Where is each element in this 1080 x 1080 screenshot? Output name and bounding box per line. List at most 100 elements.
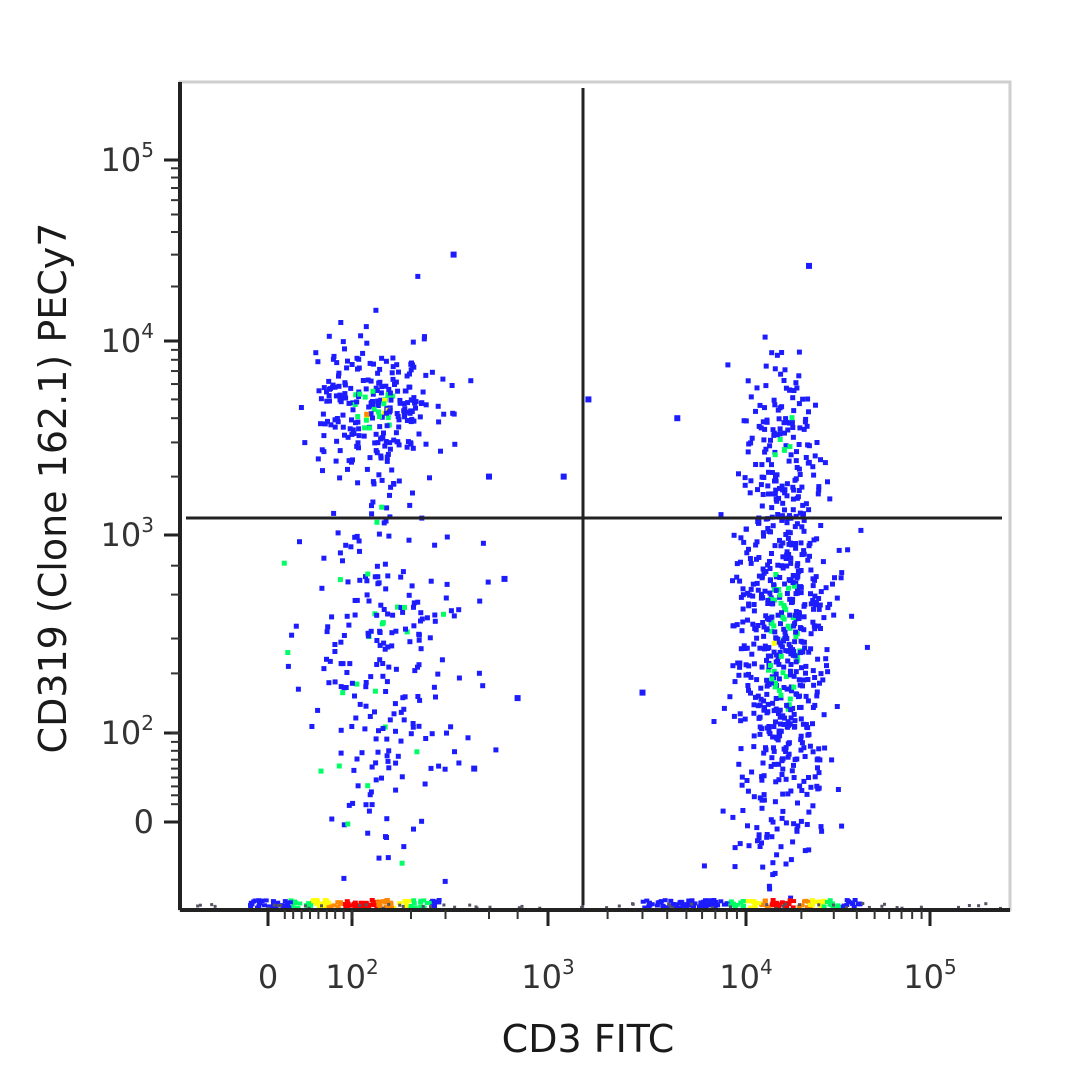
event-dot bbox=[788, 857, 794, 863]
event-dot bbox=[365, 783, 371, 789]
event-dot bbox=[777, 426, 783, 432]
event-dot bbox=[814, 693, 820, 699]
event-dot bbox=[797, 625, 803, 631]
event-dot bbox=[415, 694, 421, 699]
event-dot bbox=[401, 412, 407, 418]
event-dot bbox=[364, 411, 370, 417]
event-dot bbox=[340, 690, 346, 696]
event-dot bbox=[376, 472, 382, 478]
offscale-event bbox=[291, 901, 297, 906]
event-dot bbox=[807, 540, 813, 546]
event-dot bbox=[324, 656, 329, 662]
event-dot bbox=[746, 546, 751, 552]
event-dot bbox=[759, 664, 765, 670]
event-dot bbox=[792, 639, 798, 645]
event-dot bbox=[793, 380, 799, 386]
offscale-event bbox=[646, 904, 652, 909]
event-dot bbox=[812, 593, 818, 599]
offscale-event bbox=[817, 899, 823, 904]
event-dot bbox=[369, 802, 375, 808]
event-dot bbox=[452, 441, 458, 447]
event-dot bbox=[390, 393, 396, 399]
event-dot bbox=[333, 393, 339, 399]
y-axis-ticks: 0 102 103 104 105 bbox=[101, 138, 180, 841]
event-dot bbox=[776, 661, 782, 667]
event-dot bbox=[787, 444, 793, 450]
event-dot bbox=[701, 863, 707, 869]
event-dot bbox=[849, 613, 855, 619]
event-dot bbox=[352, 402, 358, 407]
event-dot bbox=[396, 369, 401, 375]
offscale-event bbox=[418, 904, 424, 909]
event-dot bbox=[805, 698, 811, 704]
event-dot bbox=[427, 475, 432, 481]
event-dot bbox=[810, 721, 815, 727]
event-dot bbox=[794, 575, 800, 581]
event-dot bbox=[780, 554, 786, 560]
event-dot bbox=[749, 651, 755, 657]
event-dot bbox=[783, 633, 789, 639]
offscale-event bbox=[354, 903, 360, 908]
offscale-event bbox=[429, 905, 432, 909]
event-dot bbox=[442, 878, 448, 884]
offscale-event bbox=[678, 905, 684, 910]
event-dot bbox=[373, 760, 379, 766]
event-dot bbox=[808, 631, 814, 637]
event-dot bbox=[804, 822, 810, 827]
event-dot bbox=[336, 383, 342, 389]
event-dot bbox=[343, 542, 349, 548]
event-dot bbox=[823, 656, 829, 662]
event-dot bbox=[740, 586, 746, 592]
offscale-event bbox=[665, 905, 671, 910]
event-dot bbox=[756, 520, 761, 526]
event-dot bbox=[781, 447, 787, 453]
event-dot bbox=[786, 751, 792, 757]
event-dot bbox=[417, 414, 423, 420]
offscale-event bbox=[712, 905, 718, 910]
event-dot bbox=[374, 612, 380, 618]
event-dot bbox=[769, 491, 775, 497]
event-dot bbox=[777, 431, 783, 437]
event-dot bbox=[354, 533, 360, 539]
event-dot bbox=[785, 658, 791, 664]
event-dot bbox=[821, 712, 827, 718]
event-dot bbox=[762, 426, 768, 432]
event-dot bbox=[816, 487, 822, 493]
offscale-event bbox=[731, 901, 736, 906]
offscale-event bbox=[367, 902, 373, 907]
event-dot bbox=[794, 827, 800, 833]
event-dot bbox=[357, 391, 363, 397]
event-dot bbox=[413, 405, 418, 411]
event-dot bbox=[377, 642, 383, 648]
event-dot bbox=[444, 730, 449, 736]
event-dot bbox=[822, 460, 828, 466]
event-dot bbox=[766, 469, 771, 475]
event-dot bbox=[763, 613, 769, 619]
event-dot bbox=[827, 601, 833, 607]
event-dot bbox=[396, 442, 402, 448]
offscale-event bbox=[762, 898, 768, 903]
event-dot bbox=[480, 540, 486, 546]
event-dot bbox=[432, 542, 438, 548]
event-dot bbox=[738, 718, 744, 724]
offscale-event bbox=[282, 899, 288, 904]
event-dot bbox=[325, 624, 331, 630]
event-dot bbox=[442, 766, 448, 772]
offscale-event bbox=[738, 900, 744, 905]
y-tick-label: 102 bbox=[101, 711, 154, 752]
offscale-event bbox=[421, 898, 427, 903]
event-dot bbox=[342, 432, 347, 438]
event-dot bbox=[341, 633, 347, 638]
event-dot bbox=[338, 320, 344, 325]
offscale-event bbox=[721, 902, 727, 907]
event-dot bbox=[777, 649, 783, 655]
event-dot bbox=[368, 378, 374, 384]
event-dot bbox=[327, 658, 333, 664]
event-dot bbox=[759, 774, 765, 780]
event-dot bbox=[784, 552, 790, 558]
event-dot bbox=[369, 503, 374, 509]
event-dot bbox=[824, 647, 830, 653]
offscale-event bbox=[850, 902, 856, 906]
event-dot bbox=[356, 538, 362, 544]
event-dot bbox=[338, 399, 344, 405]
